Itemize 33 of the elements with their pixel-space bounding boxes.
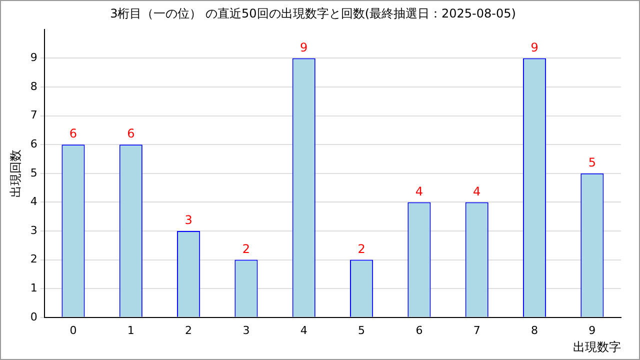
data-label: 4 <box>473 184 481 198</box>
data-label: 5 <box>588 156 596 170</box>
y-tick-label: 5 <box>30 166 38 180</box>
data-label: 4 <box>415 184 424 198</box>
x-tick-label: 6 <box>416 324 423 337</box>
y-tick-label: 6 <box>30 137 38 150</box>
y-axis-title: 出現回数 <box>8 149 22 198</box>
data-label: 3 <box>184 213 192 228</box>
y-tick-label: 9 <box>30 51 38 64</box>
data-label: 2 <box>358 242 366 256</box>
y-tick-label: 8 <box>30 80 38 93</box>
x-tick-label: 0 <box>70 324 77 337</box>
x-tick-label: 7 <box>473 324 480 337</box>
x-axis-title: 出現数字 <box>573 340 621 354</box>
y-tick-label: 3 <box>30 224 38 237</box>
x-tick-label: 4 <box>300 324 308 337</box>
x-tick-label: 9 <box>588 324 596 337</box>
y-tick-label: 2 <box>30 252 38 266</box>
chart-title: 3桁目（一の位） の直近50回の出現数字と回数(最終抽選日：2025-08-05) <box>110 6 516 20</box>
data-label: 6 <box>69 126 78 141</box>
x-tick-label: 3 <box>242 324 250 337</box>
y-tick-label: 4 <box>30 195 38 208</box>
data-label: 2 <box>242 242 250 256</box>
data-label: 9 <box>300 40 308 54</box>
x-tick-label: 8 <box>531 324 538 337</box>
x-tick-label: 5 <box>358 324 366 337</box>
data-label: 9 <box>530 40 538 54</box>
x-tick-label: 2 <box>185 324 192 337</box>
x-tick-label: 1 <box>127 324 134 337</box>
y-tick-label: 1 <box>30 281 38 294</box>
y-tick-label: 7 <box>30 108 38 122</box>
y-tick-label: 0 <box>30 310 38 324</box>
data-label: 6 <box>127 126 135 141</box>
